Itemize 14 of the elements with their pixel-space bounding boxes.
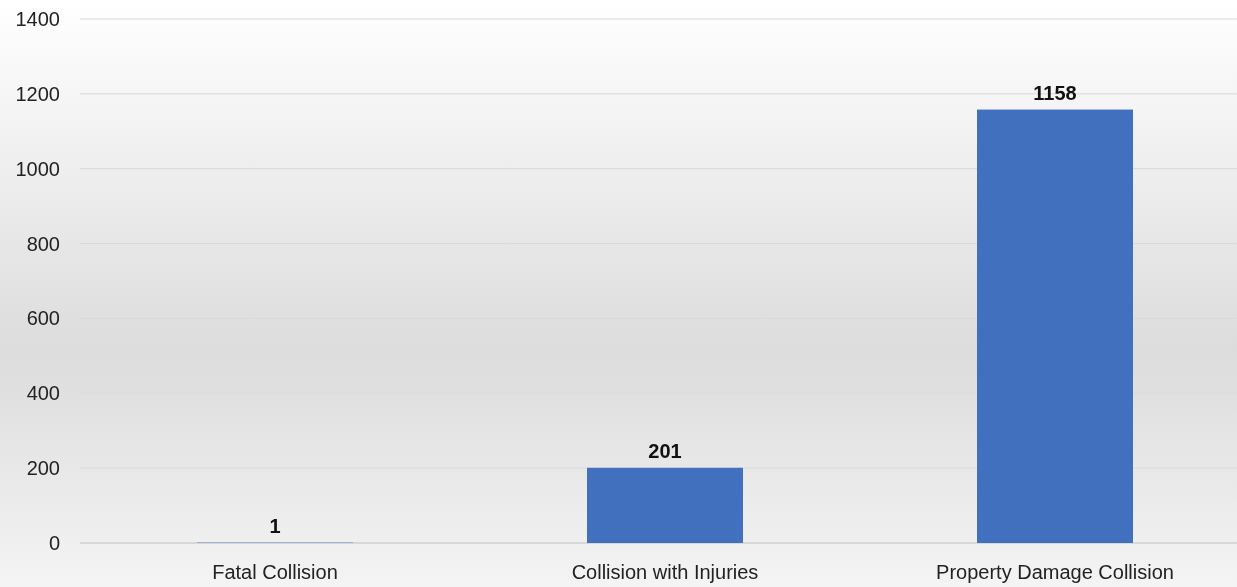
y-tick-label: 0 — [48, 532, 60, 554]
y-tick-label: 1400 — [15, 8, 60, 30]
y-tick-label: 1200 — [15, 82, 60, 105]
data-label: 201 — [648, 439, 682, 462]
y-tick-label: 400 — [26, 382, 60, 405]
y-tick-label: 1000 — [15, 157, 60, 180]
y-tick-label: 200 — [26, 457, 60, 480]
data-label: 1 — [269, 514, 281, 537]
data-label: 1158 — [1033, 81, 1077, 104]
y-tick-label: 800 — [26, 232, 60, 255]
x-tick-label: Collision with Injuries — [571, 561, 759, 583]
x-tick-label: Fatal Collision — [212, 561, 338, 583]
y-tick-label: 600 — [26, 307, 60, 330]
x-tick-label: Property Damage Collision — [936, 561, 1174, 583]
